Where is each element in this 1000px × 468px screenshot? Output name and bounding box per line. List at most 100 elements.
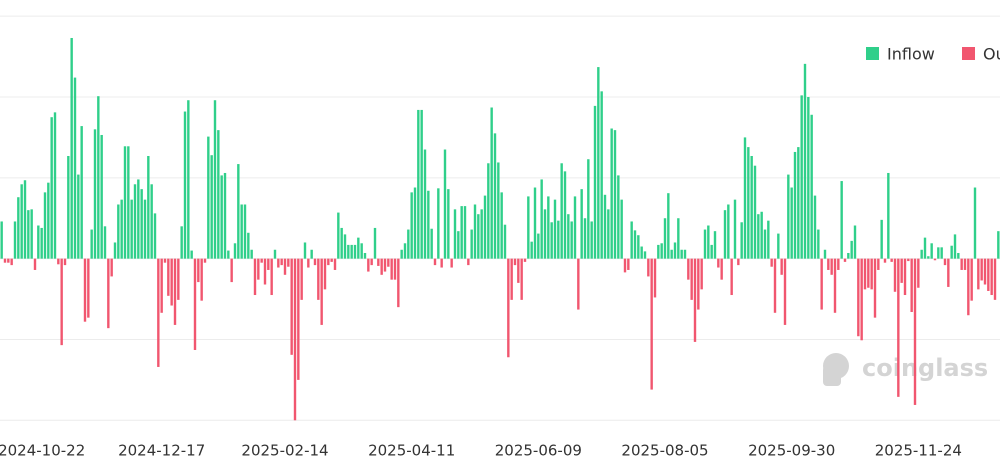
bar [623, 258, 627, 273]
bar [720, 258, 723, 280]
bar [253, 258, 257, 296]
bar [857, 258, 860, 337]
bar [130, 199, 133, 259]
bar [407, 229, 410, 259]
bar [670, 249, 673, 259]
bar [177, 258, 180, 300]
bar [387, 258, 390, 267]
bar [363, 252, 367, 259]
bar [823, 249, 827, 259]
bar [937, 247, 940, 259]
bar [140, 189, 143, 259]
bar [113, 242, 117, 259]
bar [207, 136, 210, 259]
bar [780, 258, 783, 275]
bar [740, 222, 743, 259]
bar [247, 232, 250, 259]
bar [910, 258, 913, 312]
bar [317, 258, 320, 300]
bar [907, 258, 910, 262]
bar [513, 258, 517, 266]
bar [157, 258, 160, 367]
bar [297, 258, 300, 380]
bar [717, 258, 720, 268]
bar [480, 209, 483, 259]
bar [313, 258, 317, 266]
bar [613, 130, 617, 259]
bar [527, 196, 530, 259]
bar [590, 221, 593, 259]
bar [950, 245, 953, 259]
bar [203, 258, 207, 263]
x-tick-label: 2024-10-22 [0, 442, 85, 460]
bar [990, 258, 993, 296]
bar [543, 209, 547, 259]
x-tick-label: 2025-11-24 [875, 442, 962, 460]
bar [880, 219, 883, 259]
bar [263, 258, 267, 285]
bar [867, 258, 870, 288]
bar [947, 258, 950, 287]
bar [887, 172, 890, 259]
bar [347, 244, 350, 259]
bar [840, 181, 843, 259]
bar [373, 227, 377, 259]
bar [483, 195, 487, 259]
bar [530, 241, 533, 259]
bar [73, 77, 77, 259]
bar [987, 258, 990, 291]
bar [983, 258, 987, 285]
bar [610, 128, 613, 259]
bar [563, 171, 567, 259]
bar [713, 231, 717, 259]
bar [0, 221, 3, 259]
bar [837, 258, 840, 270]
bar [227, 250, 230, 259]
bar [423, 149, 427, 259]
bar [33, 258, 37, 270]
bar [270, 258, 273, 296]
bar [213, 100, 217, 259]
bar [343, 234, 347, 259]
bar [693, 258, 697, 342]
bar [580, 189, 583, 259]
bar [620, 199, 623, 259]
bar [153, 213, 157, 259]
watermark-text: coinglass [862, 354, 988, 382]
bar [90, 229, 93, 259]
bar [23, 180, 27, 259]
bar [383, 258, 387, 272]
bar [630, 221, 633, 259]
bar [217, 130, 220, 259]
bar [17, 197, 20, 259]
bar [493, 133, 497, 259]
bar [350, 244, 353, 259]
bar [323, 258, 327, 290]
x-tick-label: 2024-12-17 [118, 442, 205, 460]
bar [810, 114, 813, 259]
bar [723, 210, 727, 259]
bar [7, 258, 10, 263]
bar [173, 258, 177, 325]
bar [410, 192, 413, 259]
legend-swatch [962, 47, 975, 60]
bar [603, 194, 607, 259]
bar [367, 258, 370, 272]
bar [250, 249, 253, 259]
bar [633, 230, 637, 259]
bar [750, 155, 753, 259]
bar [760, 211, 763, 259]
bar [67, 155, 70, 259]
bar [627, 258, 630, 270]
bar [940, 247, 943, 259]
bar [600, 91, 603, 259]
bar [370, 258, 373, 266]
x-tick-label: 2025-04-11 [368, 442, 455, 460]
bar [660, 243, 663, 259]
bar [393, 258, 397, 280]
bar [700, 258, 703, 290]
bar [430, 228, 433, 259]
bar [190, 250, 193, 259]
bar [200, 258, 203, 301]
